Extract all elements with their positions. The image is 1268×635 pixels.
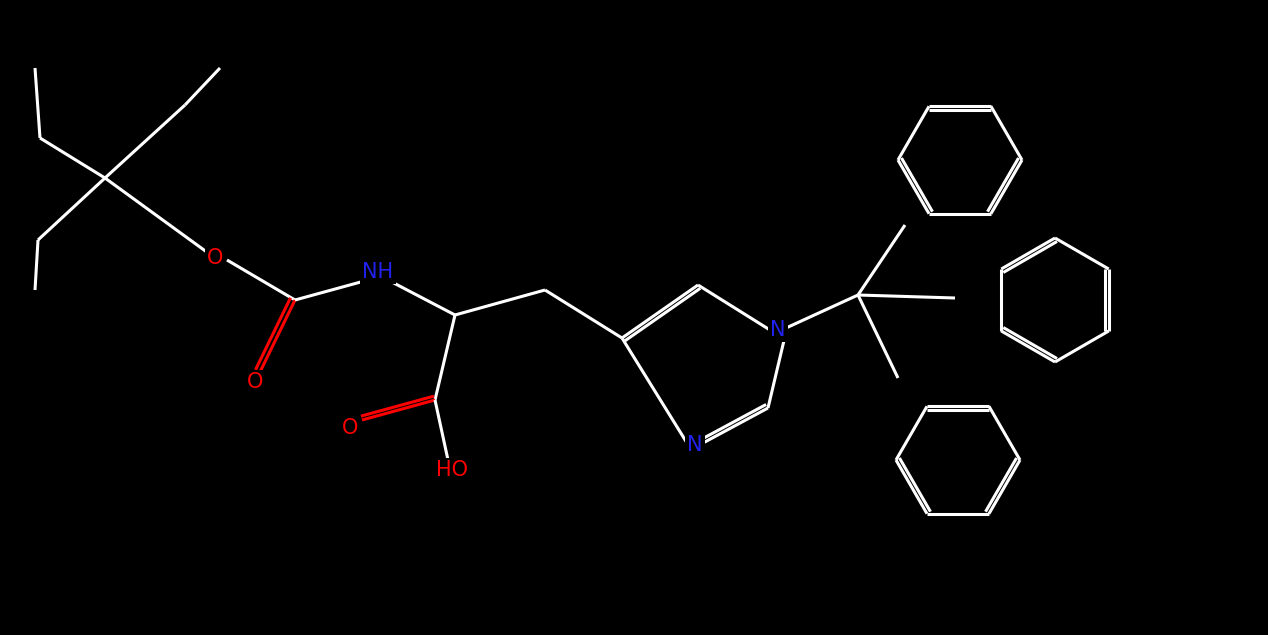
Text: N: N (687, 435, 702, 455)
Text: O: O (247, 372, 264, 392)
Text: HO: HO (436, 460, 468, 480)
Text: NH: NH (363, 262, 393, 282)
Text: O: O (342, 418, 358, 438)
Text: N: N (770, 320, 786, 340)
Text: O: O (207, 248, 223, 268)
